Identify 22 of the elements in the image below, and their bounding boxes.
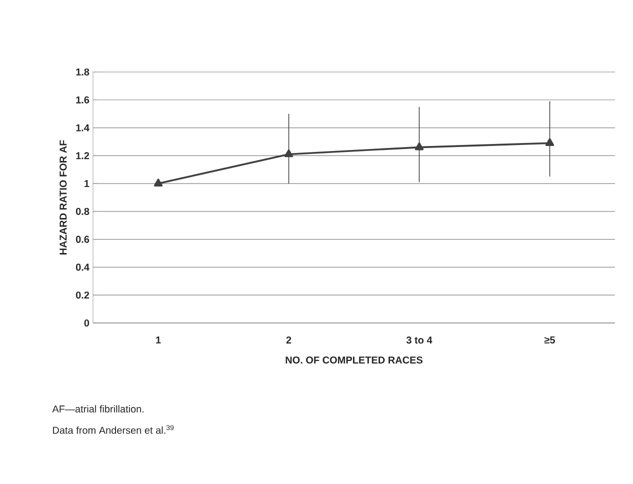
text: AF—atrial fibrillation.: [52, 405, 144, 413]
y-tick-label: 1.8: [76, 68, 90, 76]
x-axis-title: NO. OF COMPLETED RACES: [286, 356, 423, 364]
y-tick-label: 0: [84, 319, 90, 327]
y-tick-label: 1: [84, 180, 90, 187]
y-tick-label: 0.8: [76, 208, 90, 215]
y-tick-label: 0.2: [76, 292, 90, 299]
x-tick-label: 3 to 4: [406, 336, 432, 344]
x-tick-label: 1: [156, 336, 161, 344]
y-tick-label: 1.6: [76, 96, 90, 104]
y-axis-title: HAZARD RATIO FOR AF: [60, 140, 67, 254]
text: Data from Andersen et al.$^{39}$: [53, 425, 174, 434]
x-tick-label: ≥5: [544, 336, 555, 344]
y-tick-label: 1.4: [76, 124, 90, 132]
y-tick-label: 0.4: [76, 264, 90, 271]
y-tick-label: 1.2: [76, 152, 90, 160]
point: [284, 149, 294, 158]
y-tick-label: 0.6: [76, 236, 90, 243]
point: [545, 138, 554, 146]
x-tick-label: 2: [286, 336, 292, 344]
point: [414, 142, 424, 150]
point: [154, 178, 163, 186]
